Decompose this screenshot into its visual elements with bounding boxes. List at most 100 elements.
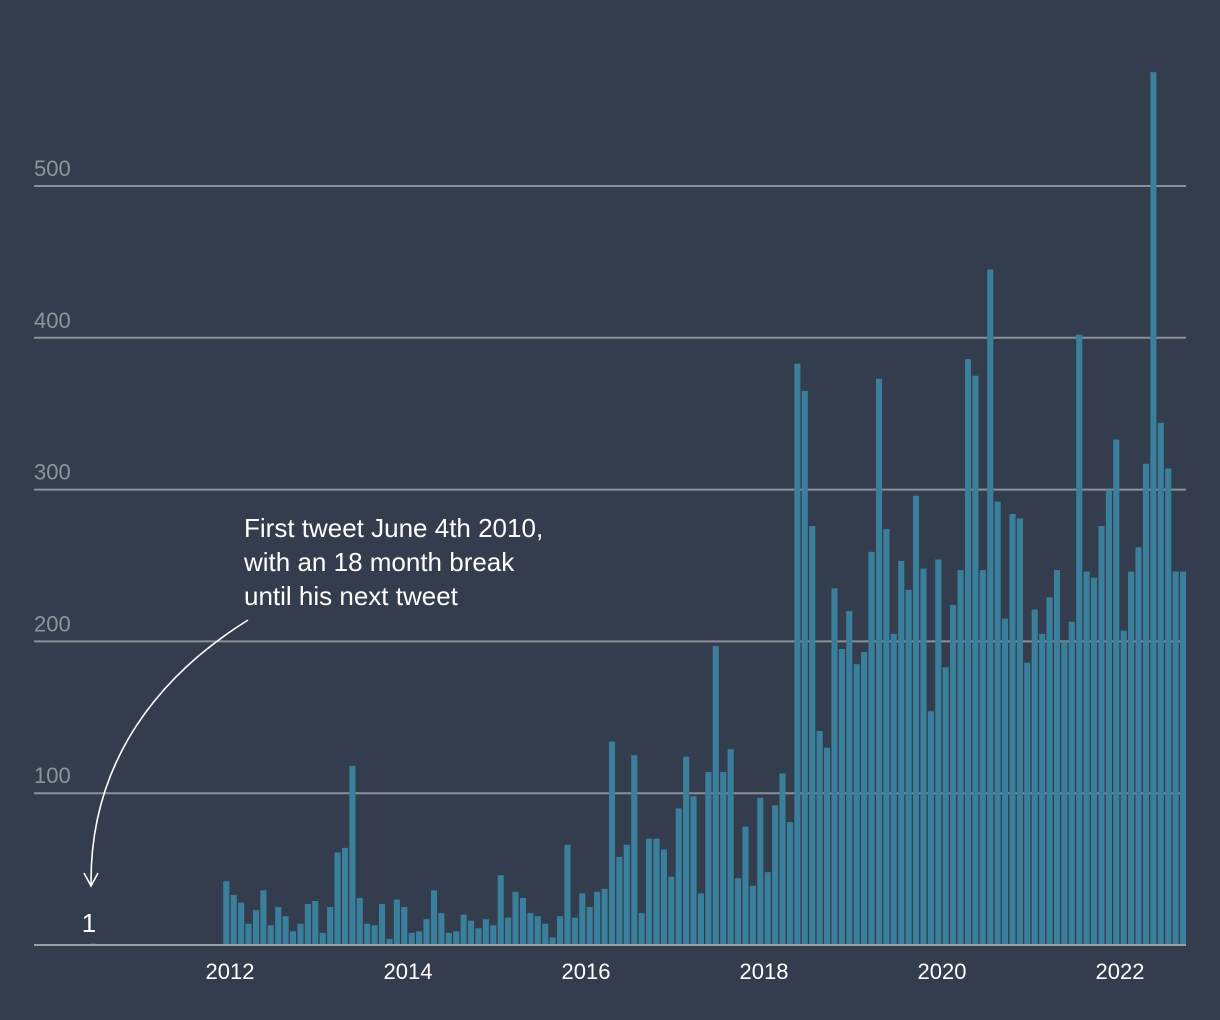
first-tweet-value-label: 1 [82,908,96,938]
bar-119 [1098,526,1105,945]
bar-95 [920,568,927,945]
x-tick-label-2016: 2016 [562,959,611,984]
bar-55 [623,844,630,945]
bar-112 [1046,597,1053,945]
bar-25 [401,907,408,945]
bar-72 [749,885,756,945]
bar-68 [720,771,727,945]
bar-97 [935,559,942,945]
bar-60 [660,849,667,945]
bar-48 [571,917,578,945]
bar-26 [408,932,415,945]
bar-49 [579,893,586,945]
bar-108 [1016,518,1023,945]
bar-19 [356,897,363,945]
x-tick-label-2018: 2018 [740,959,789,984]
bar-73 [757,797,764,945]
bar-53 [608,741,616,945]
bar-38 [497,875,504,945]
bar-83 [831,588,838,945]
bar-88 [868,551,875,945]
bar-21 [371,925,378,945]
bar-9 [282,916,289,945]
bar-46 [556,916,564,945]
bar-102 [972,375,979,945]
bar-122 [1120,630,1127,945]
bar-62 [675,808,682,945]
bar-110 [1031,609,1038,945]
bar-32 [453,931,460,945]
annotation-line-3: until his next tweet [244,581,459,611]
bar-41 [519,897,527,945]
bar-42 [527,913,534,945]
bar-69 [727,749,734,945]
bar-61 [668,876,675,945]
bar-103 [979,570,986,945]
bar-45 [549,937,556,945]
bar-51 [594,891,601,945]
bar-77 [786,822,794,945]
bar-93 [905,589,912,945]
x-tick-label-2022: 2022 [1096,959,1145,984]
bar-12 [304,904,311,945]
bar-114 [1061,641,1068,945]
bar-121 [1113,439,1120,945]
bar-15 [327,907,334,945]
bar-116 [1076,334,1083,945]
bar-54 [616,856,623,945]
bar-23 [386,938,393,945]
bar-106 [1001,618,1009,945]
x-tick-label-2020: 2020 [918,959,967,984]
x-axis-ticks: 2012 2014 2016 2018 2020 2022 [206,959,1145,984]
bar-117 [1083,571,1090,945]
annotation-arrow [90,619,249,885]
bar-100 [957,570,964,945]
annotation-arrowhead [83,872,99,888]
bar-128 [1165,468,1172,945]
bar-27 [416,931,423,945]
y-tick-label-200: 200 [34,611,71,636]
bar-113 [1053,570,1061,945]
bar-76 [779,773,786,945]
annotation-line-2: with an 18 month break [243,547,515,577]
bar-89 [875,378,883,945]
bar-94 [912,495,920,945]
bar-64 [690,796,697,945]
bar-70 [734,878,742,945]
bar-74 [764,872,771,945]
bar-22 [378,904,386,945]
bar-5 [252,910,260,945]
bar-17 [341,847,349,945]
bar-14 [319,932,326,945]
y-tick-label-500: 500 [34,156,71,181]
bar-91 [890,633,897,945]
bar-81 [816,730,823,945]
bar-90 [883,529,890,945]
bar-39 [505,917,512,945]
bar-44 [542,923,549,945]
bar-104 [987,269,994,945]
bar-85 [846,611,853,945]
bar-7 [267,925,274,945]
x-tick-label-2014: 2014 [384,959,433,984]
bar-130 [1179,571,1187,945]
bar-10 [289,931,297,945]
bar-129 [1172,571,1179,945]
bar-57 [638,913,645,945]
bar-107 [1009,513,1016,945]
y-axis-ticks: 100 200 300 400 500 [34,156,71,788]
bar-86 [853,664,860,945]
x-tick-label-2012: 2012 [206,959,255,984]
bar-126 [1150,72,1157,945]
bar-11 [297,923,304,945]
bar-66 [705,771,712,945]
bar-125 [1142,463,1150,945]
bar-111 [1039,633,1046,945]
bars [89,72,1187,945]
bar-59 [653,838,660,945]
bar-24 [393,899,400,945]
bar-124 [1135,547,1142,945]
bar-52 [601,888,608,945]
bar-33 [460,914,467,945]
